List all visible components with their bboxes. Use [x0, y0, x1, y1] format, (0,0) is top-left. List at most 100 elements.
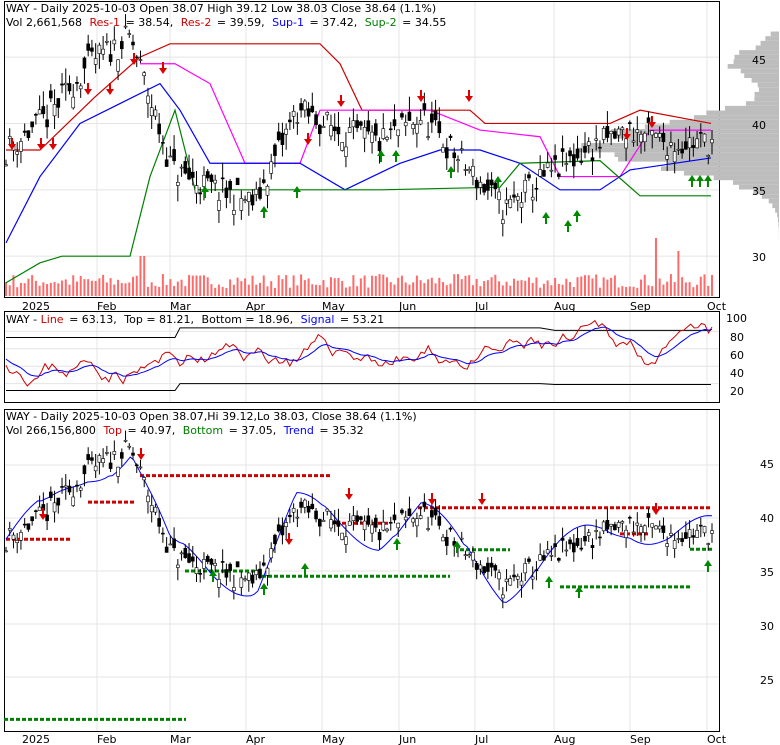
candle-body [295, 122, 300, 124]
stochastic-legend: WAY - Line = 63.13, Top = 81.21, Bottom … [6, 313, 384, 326]
candle-body [265, 185, 270, 196]
volume-bar [711, 275, 713, 296]
candle-body [691, 535, 696, 538]
grid-lines [5, 2, 719, 731]
candle-body [93, 465, 98, 472]
up-arrow [209, 570, 217, 582]
candle-body [549, 555, 554, 557]
stoch-tick: 100 [726, 312, 747, 325]
volume-bar [38, 285, 41, 296]
up-arrow [377, 150, 385, 162]
candle-body [381, 128, 386, 139]
volume-bar [576, 277, 579, 296]
candle-body [586, 532, 591, 536]
volume-bar [102, 274, 105, 296]
volume-bar [49, 282, 52, 296]
down-arrow [304, 133, 312, 145]
candle-body [695, 138, 699, 149]
down-arrow [417, 90, 425, 102]
candle-body [247, 192, 251, 202]
candle-body [370, 524, 374, 534]
candle-body [463, 554, 468, 556]
candle-body [512, 574, 516, 578]
candle-body [702, 526, 707, 534]
volume-bar [57, 283, 60, 296]
candle-body [45, 514, 49, 522]
profile-bar [683, 170, 779, 176]
volume-bar [225, 287, 228, 296]
candle-body [164, 546, 169, 553]
candle-body [459, 148, 464, 151]
volume-bar [613, 275, 616, 296]
candle-body [71, 496, 76, 506]
candle-body [642, 525, 647, 533]
candle-body [388, 128, 393, 131]
candle-body [56, 98, 61, 108]
candle-body [321, 519, 326, 522]
candle-body [444, 147, 449, 159]
volume-bar [124, 283, 127, 296]
candle-body [616, 128, 621, 136]
candle-body [209, 558, 214, 565]
candle-body [205, 556, 210, 562]
candle-body [430, 510, 434, 518]
volume-bar [255, 284, 258, 296]
profile-bar [745, 101, 779, 106]
candle-body [340, 532, 344, 540]
candle-body [568, 539, 572, 545]
candle-body [90, 457, 94, 461]
sup2-label: Sup-2 [365, 16, 397, 29]
volume-bar [479, 286, 482, 296]
candle-body [456, 159, 460, 162]
candle-body [347, 127, 352, 133]
candle-body [437, 516, 442, 526]
volume-bar [374, 275, 377, 296]
candle-body [698, 132, 703, 134]
candle-body [448, 527, 453, 530]
candle-body [388, 521, 393, 524]
volume-bar [221, 286, 224, 296]
candle-body [628, 516, 632, 519]
volume-bar [322, 280, 325, 296]
candle-body [351, 515, 356, 521]
profile-bar [744, 73, 779, 78]
candle-body [30, 121, 34, 128]
candle-body [448, 135, 453, 138]
candle-body [82, 465, 87, 475]
candle-body [11, 534, 16, 540]
candle-body [224, 187, 229, 198]
candle-body [172, 149, 176, 162]
volume-bar [180, 279, 183, 296]
candle-body [594, 530, 599, 532]
candle-body [601, 128, 606, 140]
volume-bar [285, 275, 288, 296]
up-arrow [392, 150, 400, 162]
candle-body [359, 121, 363, 126]
volume-bar [658, 278, 661, 296]
candle-body [418, 515, 423, 519]
candle-body [217, 579, 221, 588]
candle-body [523, 563, 528, 574]
trend-panel-title: WAY - Daily 2025-10-03 Open 38.07,Hi 39.… [6, 410, 417, 423]
candle-body [665, 543, 669, 547]
trend-value: = 35.32 [319, 424, 363, 437]
candle-body [179, 166, 184, 169]
stoch-tick: 20 [730, 385, 744, 398]
volume-bar [46, 284, 49, 296]
volume-bar [341, 281, 344, 296]
volume-bar [527, 277, 530, 296]
volume-bar [427, 279, 430, 296]
volume-bar [498, 281, 501, 296]
volume-bar [535, 277, 538, 296]
volume-bar [419, 280, 422, 296]
month-label: Sep [630, 300, 651, 313]
candle-body [676, 148, 681, 151]
volume-bar [217, 284, 220, 296]
volume-bar [165, 284, 168, 296]
candle-body [134, 56, 139, 59]
candle-body [374, 517, 378, 528]
candle-body [392, 119, 397, 127]
profile-bar [765, 36, 779, 41]
volume-bar [176, 281, 179, 296]
